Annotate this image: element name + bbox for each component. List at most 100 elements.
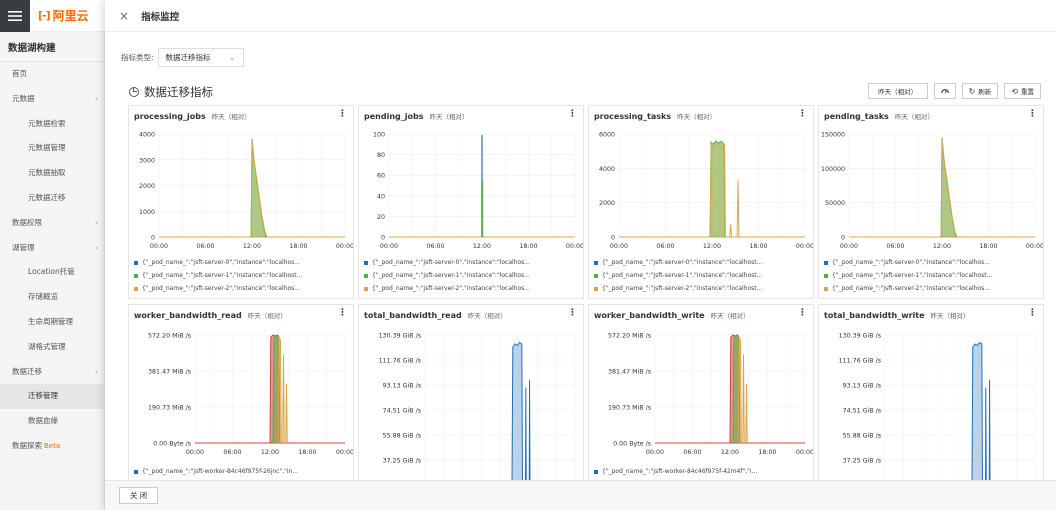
chart-card-total-bandwidth-read: total_bandwidth_read 昨天（相对） ⋮ 130.39 GiB /s…: [358, 304, 584, 494]
close-button[interactable]: 关 闭: [119, 487, 159, 504]
metric-type-row: 指标类型: 数据迁移指标 ⌄: [121, 48, 244, 67]
sidebar-item[interactable]: 存储概览: [0, 285, 104, 310]
more-options-icon[interactable]: ⋮: [1028, 308, 1037, 318]
y-tick-label: 74.51 GiB /s: [843, 408, 881, 415]
time-range-select[interactable]: 昨天（相对）: [867, 83, 928, 99]
chart-title: processing_tasks: [594, 111, 672, 121]
sidebar-item[interactable]: 湖管理 ›: [0, 236, 104, 261]
legend-item[interactable]: {"_pod_name_":"jsft-server-0","instance"…: [594, 256, 813, 269]
chart-title: pending_jobs: [364, 111, 424, 121]
more-options-icon[interactable]: ⋮: [798, 109, 807, 119]
x-tick-label: 00:00: [186, 449, 204, 456]
more-options-icon[interactable]: ⋮: [1028, 109, 1037, 119]
x-tick-label: 12:00: [721, 449, 739, 456]
legend-swatch: [824, 260, 828, 265]
legend-item[interactable]: {"_pod_name_":"jsft-server-1","instance"…: [364, 269, 583, 282]
legend-swatch: [134, 469, 138, 474]
legend-item[interactable]: {"_pod_name_":"jsft-server-0","instance"…: [134, 256, 353, 269]
sidebar-item[interactable]: 生命周期管理: [0, 310, 104, 335]
sidebar-item[interactable]: 元数据抽取: [0, 161, 104, 186]
more-options-icon[interactable]: ⋮: [568, 308, 577, 318]
series-line: [277, 336, 282, 444]
y-tick-label: 0: [841, 235, 845, 242]
legend-item[interactable]: {"_pod_name_":"jsft-server-1","instance"…: [134, 269, 353, 282]
more-options-icon[interactable]: ⋮: [338, 109, 347, 119]
sidebar-item-label: Location托管: [28, 267, 75, 277]
y-tick-label: 190.73 MiB /s: [148, 405, 191, 412]
top-bar: [-] 阿里云: [0, 0, 105, 32]
chart-plot: 130.39 GiB /s 111.76 GiB /s 93.13 GiB /s 74…: [379, 333, 576, 490]
more-options-icon[interactable]: ⋮: [798, 308, 807, 318]
x-tick-label: 00:00: [566, 243, 583, 250]
sidebar-item[interactable]: 元数据管理: [0, 136, 104, 161]
y-tick-label: 0.00 Byte /s: [153, 441, 191, 448]
sidebar-item[interactable]: 迁移管理: [0, 384, 104, 410]
x-tick-label: 18:00: [979, 243, 997, 250]
legend-label: {"_pod_name_":"jsft-server-2","instance"…: [832, 285, 991, 292]
aliyun-logo[interactable]: [-] 阿里云: [38, 7, 89, 24]
refresh-label: 刷新: [978, 88, 992, 96]
x-tick-label: 00:00: [610, 243, 628, 250]
legend-swatch: [824, 273, 828, 278]
gauge-icon: [940, 89, 949, 94]
sidebar-item[interactable]: 数据权限 ›: [0, 211, 104, 236]
series-area: [941, 140, 957, 237]
sidebar-item[interactable]: 数据迁移 ›: [0, 360, 104, 385]
x-tick-label: 00:00: [796, 243, 813, 250]
sidebar-item[interactable]: 数据探索 Beta: [0, 434, 104, 459]
legend-item[interactable]: {"_pod_name_":"jsft-server-0","instance"…: [824, 256, 1043, 269]
x-tick-label: 00:00: [336, 243, 353, 250]
series-line: [709, 140, 726, 238]
y-tick-label: 572.20 MiB /s: [608, 333, 651, 340]
y-tick-label: 0: [611, 235, 615, 242]
chart-card-total-bandwidth-write: total_bandwidth_write 昨天（相对） ⋮ 130.39 GiB /…: [818, 304, 1044, 494]
chart-header: total_bandwidth_write 昨天（相对） ⋮: [819, 305, 1043, 325]
legend-item[interactable]: {"_pod_name_":"jsft-server-2","instance"…: [134, 282, 353, 295]
legend-item[interactable]: {"_pod_name_":"jsft-server-2","instance"…: [364, 282, 583, 295]
chart-range: 昨天（相对）: [894, 113, 934, 121]
sidebar-item[interactable]: 元数据迁移: [0, 186, 104, 211]
sidebar-item[interactable]: 首页: [0, 62, 104, 87]
auto-refresh-button[interactable]: [933, 83, 956, 99]
legend-item[interactable]: {"_pod_name_":"jsft-server-1","instance"…: [824, 269, 1043, 282]
series-area: [941, 138, 956, 237]
chart-header: total_bandwidth_read 昨天（相对） ⋮: [359, 305, 583, 325]
legend-item[interactable]: {"_pod_name_":"jsft-server-2","instance"…: [824, 282, 1043, 295]
sidebar-item[interactable]: 元数据检索: [0, 112, 104, 137]
legend-item[interactable]: {"_pod_name_":"jsft-server-1","instance"…: [594, 269, 813, 282]
chart-card-processing-jobs: processing_jobs 昨天（相对） ⋮ 4000 3000 2000 1000 0 0…: [128, 105, 354, 299]
close-icon[interactable]: ×: [119, 8, 130, 23]
legend-item[interactable]: {"_pod_name_":"jsft-server-2","instance"…: [594, 282, 813, 295]
chart-header: pending_jobs 昨天（相对） ⋮: [359, 106, 583, 126]
sidebar-item[interactable]: 湖格式管理: [0, 335, 104, 360]
more-options-icon[interactable]: ⋮: [338, 308, 347, 318]
legend-swatch: [594, 260, 598, 265]
reset-button[interactable]: ⟲ 重置: [1004, 83, 1041, 99]
x-tick-label: 18:00: [519, 243, 537, 250]
hamburger-menu-icon[interactable]: [0, 0, 30, 32]
legend-item[interactable]: {"_pod_name_":"jsft-worker-84c46f975f-26…: [134, 465, 353, 478]
metric-type-select[interactable]: 数据迁移指标 ⌄: [157, 48, 244, 67]
sidebar-item[interactable]: Location托管: [0, 260, 104, 285]
sidebar-item[interactable]: 元数据 ›: [0, 87, 104, 112]
x-tick-label: 06:00: [196, 243, 214, 250]
series-line: [511, 341, 523, 486]
chart-card-worker-bandwidth-write: worker_bandwidth_write 昨天（相对） ⋮ 572.20 MiB …: [588, 304, 814, 494]
legend-item[interactable]: {"_pod_name_":"jsft-worker-84c46f975f-42…: [594, 465, 813, 478]
legend-item[interactable]: {"_pod_name_":"jsft-server-0","instance"…: [364, 256, 583, 269]
series-area: [710, 144, 726, 237]
legend-label: {"_pod_name_":"jsft-worker-84c46f975f-42…: [602, 468, 758, 475]
chevron-right-icon: ›: [95, 94, 98, 103]
chart-card-processing-tasks: processing_tasks 昨天（相对） ⋮ 6000 4000 2000 0 00:0…: [588, 105, 814, 299]
sidebar-item[interactable]: 数据血缘: [0, 409, 104, 434]
legend-label: {"_pod_name_":"jsft-server-0","instance"…: [142, 259, 301, 266]
refresh-button[interactable]: ↻ 刷新: [961, 83, 999, 99]
more-options-icon[interactable]: ⋮: [568, 109, 577, 119]
y-tick-label: 4000: [599, 166, 615, 173]
chart-title: pending_tasks: [824, 111, 889, 121]
chevron-right-icon: ›: [95, 367, 98, 376]
refresh-icon: ↻: [968, 86, 976, 96]
chart-plot: 572.20 MiB /s 381.47 MiB /s 190.73 MiB /s 0…: [608, 333, 813, 457]
